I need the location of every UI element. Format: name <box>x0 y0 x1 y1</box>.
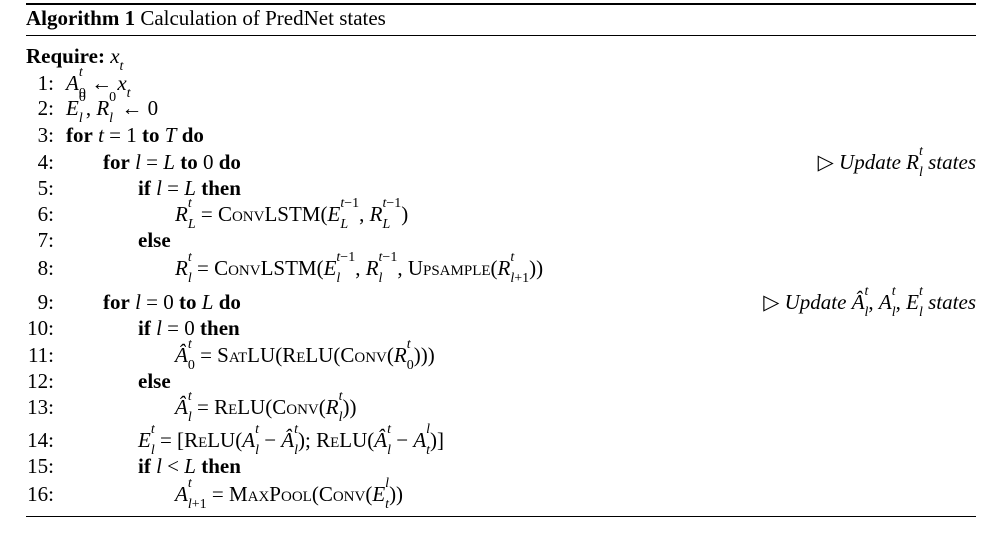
line-number: 4: <box>37 150 54 174</box>
line-number: 13: <box>27 395 54 419</box>
bottom-rule <box>26 516 976 517</box>
line-number: 9: <box>37 290 54 314</box>
line-number: 14: <box>27 428 54 452</box>
algorithm-label: Algorithm 1 <box>26 6 136 30</box>
line-code: for l = L to 0 do <box>103 150 241 174</box>
line-code: else <box>138 369 171 393</box>
line-code: if l = L then <box>138 176 241 200</box>
line-code: else <box>138 228 171 252</box>
line-number: 11: <box>27 343 54 367</box>
line-number: 3: <box>37 123 54 147</box>
line-number: 2: <box>37 96 54 120</box>
line-number: 10: <box>27 316 54 340</box>
line-number: 6: <box>37 202 54 226</box>
line-number: 8: <box>37 256 54 280</box>
algorithm-line: 10: if l = 0 then <box>26 314 976 342</box>
top-rule <box>26 3 976 5</box>
algorithm-title: Calculation of PredNet states <box>140 6 386 30</box>
require-keyword: Require: <box>26 44 105 68</box>
line-number: 5: <box>37 176 54 200</box>
line-number: 16: <box>27 482 54 506</box>
algorithm-line: 5: if l = L then <box>26 174 976 202</box>
require-value: x t <box>110 44 124 75</box>
line-code: for t = 1 to T do <box>66 123 204 147</box>
require-line: Require: x t <box>26 42 976 75</box>
algorithm-caption: Algorithm 1 Calculation of PredNet state… <box>26 5 386 31</box>
algorithm-line: 3: for t = 1 to T do <box>26 121 976 149</box>
algorithm-line: 7: else <box>26 226 976 254</box>
line-number: 12: <box>27 369 54 393</box>
caption-rule <box>26 35 976 36</box>
line-code: if l < L then <box>138 454 241 478</box>
line-code: for l = 0 to L do <box>103 290 241 314</box>
line-number: 1: <box>37 71 54 95</box>
algorithm-line: 15: if l < L then <box>26 452 976 480</box>
line-number: 7: <box>37 228 54 252</box>
line-number: 15: <box>27 454 54 478</box>
line-code: if l = 0 then <box>138 316 240 340</box>
algorithm-line: 12: else <box>26 367 976 395</box>
